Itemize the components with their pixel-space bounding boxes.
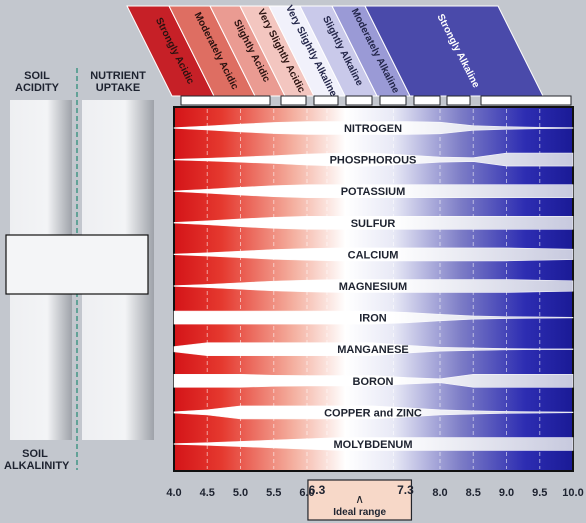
x-tick-label: 8.0 [432,487,447,499]
nutrient-band: MAGNESIUM [173,279,574,293]
nutrient-label: CALCIUM [348,249,399,261]
nutrient-band-shape [173,374,574,388]
nutrient-band: BORON [173,374,574,388]
banner-brackets [180,95,572,106]
x-tick-label: 9.5 [532,487,547,499]
nutrient-band-shape [173,184,574,198]
nutrient-band-shape [173,121,574,135]
nutrient-band: CALCIUM [173,247,574,262]
alkalinity-label: SOIL ALKALINITY [4,448,70,472]
nutrient-band-shape [173,152,574,167]
nutrient-band-shape [173,247,574,262]
gridlines [206,109,541,469]
nutrient-label: COPPER and ZINC [324,407,422,419]
nutrient-band: IRON [173,310,574,325]
x-tick-label: 5.0 [233,487,248,499]
x-tick-label: 6.3 [309,483,326,497]
x-tick-label: 8.5 [466,487,481,499]
x-tick-label: 6.0 [299,487,314,499]
uptake-header: NUTRIENT UPTAKE [90,70,146,94]
nutrient-label: SULFUR [351,218,396,230]
nutrient-band-shape [173,279,574,293]
nutrient-label: PHOSPHOROUS [330,155,417,167]
nutrient-band-shape [173,405,574,420]
nutrient-band-shape [173,310,574,325]
nutrient-band: NITROGEN [173,121,574,135]
nutrient-label: IRON [359,313,387,325]
ideal-range-box [307,479,413,521]
nutrient-band: PHOSPHOROUS [173,152,574,167]
nutrient-band-shape [173,342,574,356]
nutrient-label: MOLYBDENUM [333,439,412,451]
x-tick-label: 7.3 [397,483,414,497]
ideal-rows-box [5,234,149,295]
x-tick-label: 10.0 [562,487,583,499]
ideal-range-label: Ideal range [333,507,386,518]
nutrient-band: MANGANESE [173,342,574,356]
x-tick-label: 4.0 [166,487,181,499]
ideal-range-caret: ∧ [355,492,364,506]
nutrient-band-shape [173,437,574,451]
nutrient-band: SULFUR [173,216,574,230]
x-tick-label: 4.5 [200,487,215,499]
nutrient-band: POTASSIUM [173,184,574,198]
nutrient-band: COPPER and ZINC [173,405,574,420]
nutrient-band-shape [173,216,574,230]
nutrient-label: MAGNESIUM [339,281,407,293]
nutrient-band: MOLYBDENUM [173,437,574,451]
nutrient-label: POTASSIUM [341,186,406,198]
nutrient-label: NITROGEN [344,123,402,135]
nutrient-label: MANGANESE [337,344,409,356]
nutrient-label: BORON [353,376,394,388]
x-axis-ticks: 4.0 4.5 5.0 5.5 6.06.3 7.3 8.0 8.5 9.0 9.5 10.0 [166,483,583,499]
x-tick-label: 9.0 [499,487,514,499]
acidity-header: SOIL ACIDITY [15,70,59,94]
x-tick-label: 5.5 [266,487,281,499]
